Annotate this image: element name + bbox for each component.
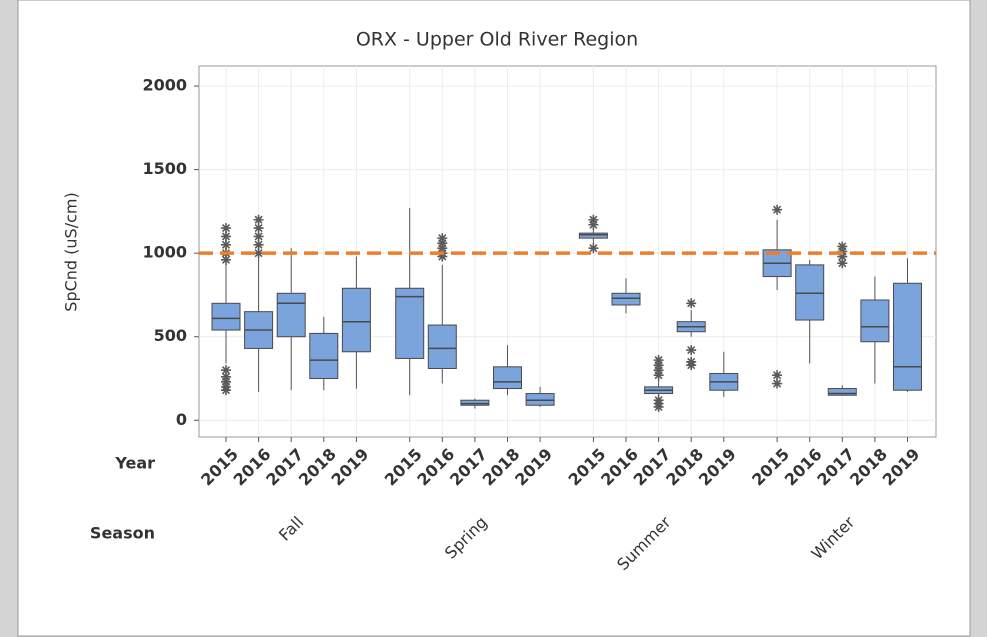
outlier [221, 231, 231, 242]
outlier [253, 239, 264, 250]
box [427, 324, 457, 369]
outlier [837, 241, 848, 252]
outlier [253, 214, 264, 225]
box [276, 292, 306, 338]
outlier [588, 219, 599, 230]
y-axis-label: SpCnd (uS/cm) [62, 192, 81, 311]
outlier [253, 231, 264, 242]
outlier [221, 254, 231, 265]
outlier [686, 345, 697, 356]
outlier [653, 370, 664, 381]
outlier [221, 371, 231, 382]
y-tick-label: 0 [176, 410, 187, 429]
y-tick-label: 500 [154, 326, 187, 345]
box [795, 264, 825, 321]
outlier [837, 251, 848, 262]
box [578, 232, 608, 239]
outlier [653, 355, 664, 366]
outlier [653, 395, 664, 406]
y-tick-label: 2000 [142, 76, 187, 95]
outlier [772, 204, 783, 215]
outlier [221, 223, 231, 234]
box [827, 388, 857, 396]
box [395, 287, 425, 359]
outlier [221, 376, 231, 387]
outlier [221, 381, 231, 392]
outlier [221, 365, 231, 376]
row-label: Year [114, 454, 155, 473]
box [611, 292, 641, 306]
box [860, 299, 890, 343]
outlier [253, 248, 264, 259]
outlier [772, 378, 783, 389]
outlier [686, 356, 697, 367]
y-tick-label: 1000 [142, 243, 187, 262]
box [525, 393, 555, 406]
box [309, 332, 339, 380]
outlier [653, 360, 664, 371]
outlier [588, 214, 599, 225]
chart-title: ORX - Upper Old River Region [356, 29, 638, 51]
box [211, 302, 241, 331]
outlier [437, 243, 448, 254]
box [341, 287, 371, 353]
outlier [437, 233, 448, 244]
outlier [686, 298, 697, 309]
y-tick-label: 1500 [142, 159, 187, 178]
box [460, 399, 490, 406]
outlier [221, 239, 231, 250]
box [893, 282, 922, 391]
outlier [253, 223, 264, 234]
outlier [437, 238, 448, 249]
outlier [588, 243, 599, 254]
outlier [653, 365, 664, 376]
row-label: Season [90, 524, 155, 543]
outlier [837, 258, 848, 269]
box [493, 366, 522, 390]
outlier [772, 370, 783, 381]
